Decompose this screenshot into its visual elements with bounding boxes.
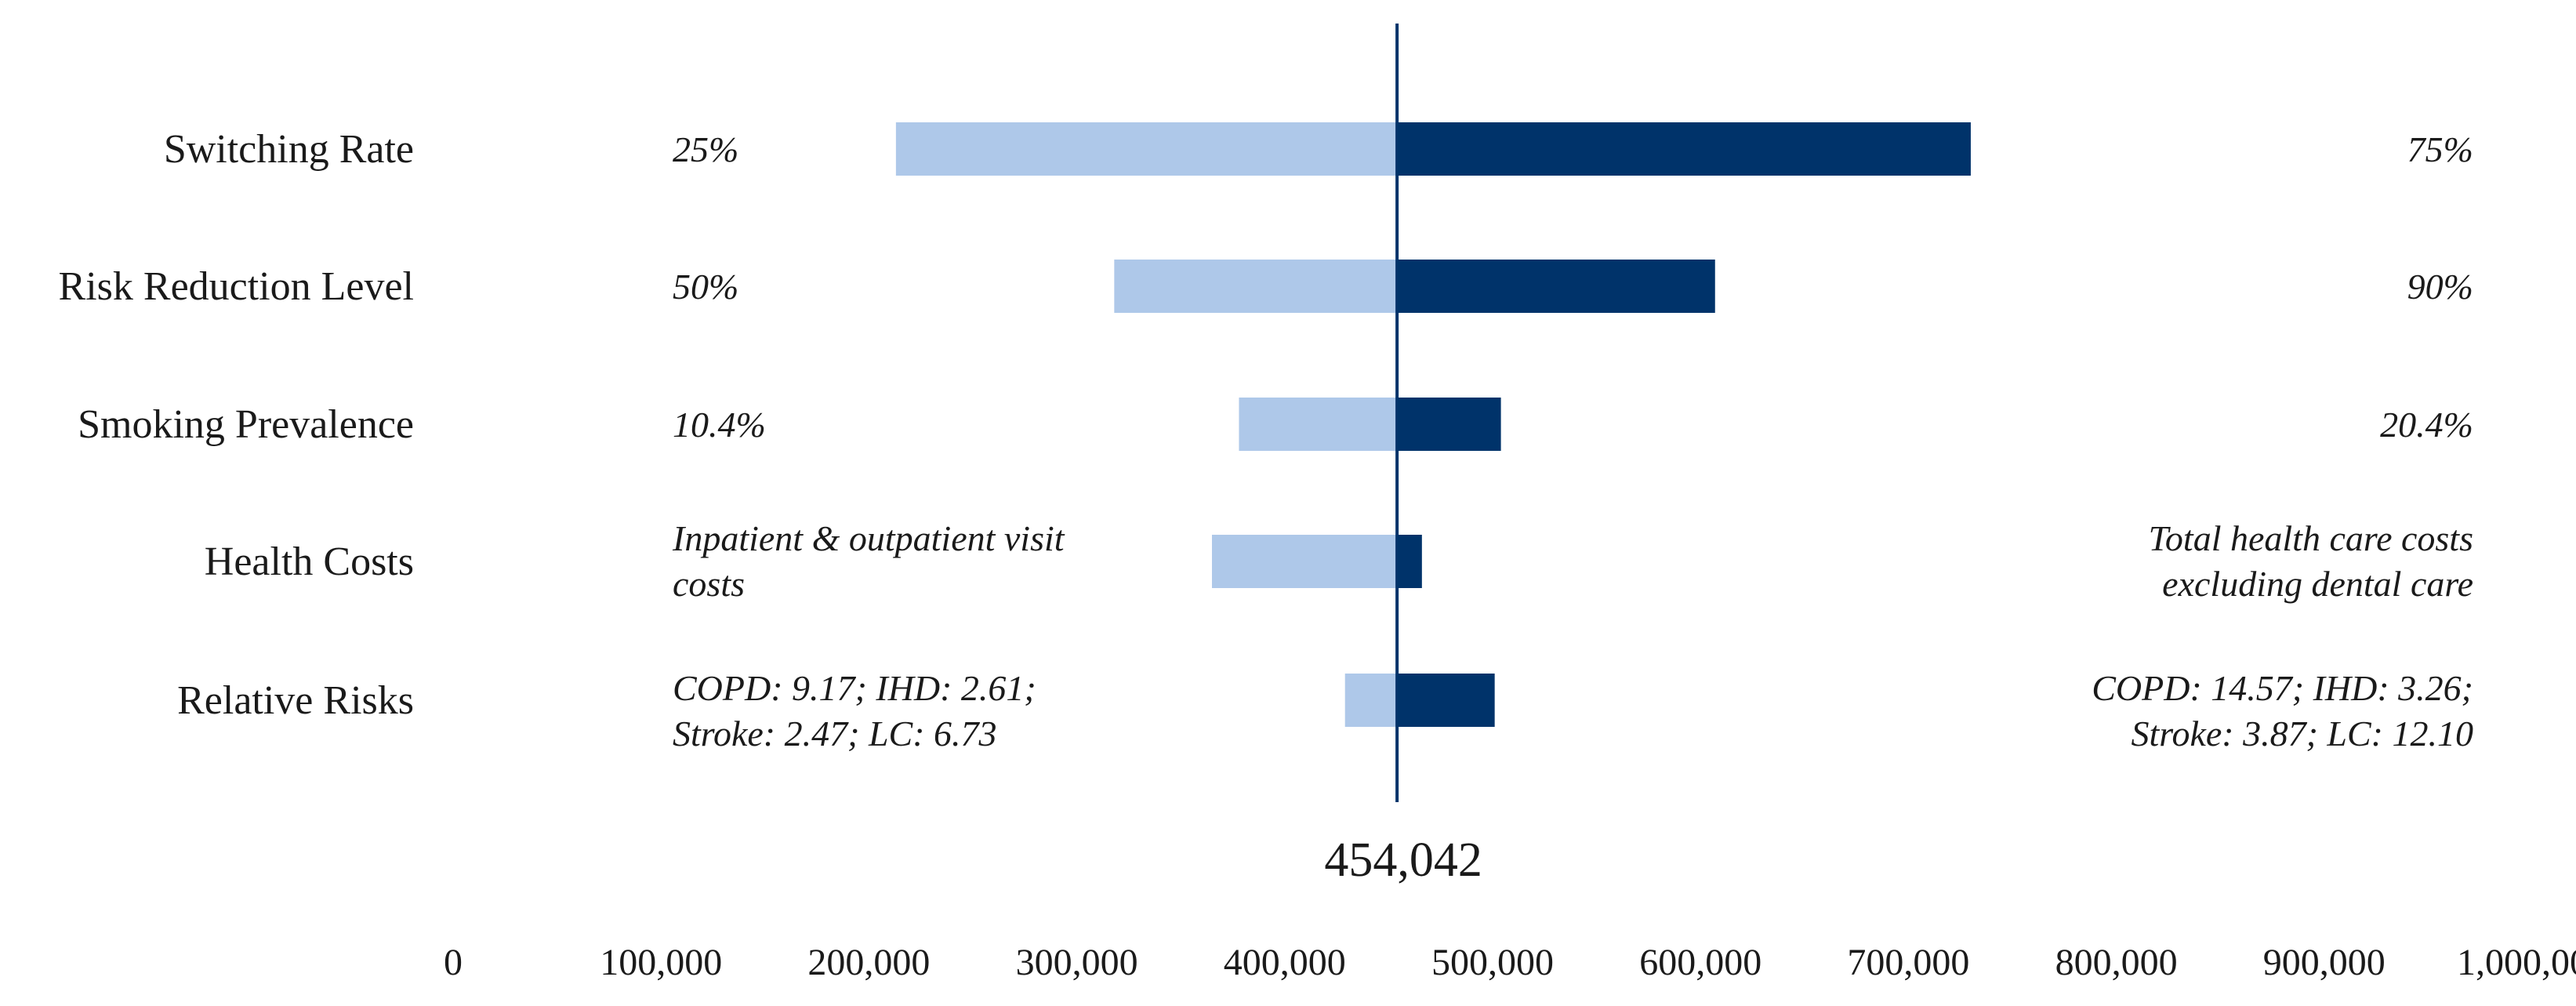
high-note-smoking-prevalence: 20.4% xyxy=(2380,405,2473,445)
x-tick-label: 700,000 xyxy=(1847,942,1969,983)
low-note-smoking-prevalence: 10.4% xyxy=(673,405,766,445)
high-bar-risk-reduction-level xyxy=(1397,260,1715,313)
high-note-relative-risks: Stroke: 3.87; LC: 12.10 xyxy=(2131,714,2473,754)
low-bar-health-costs xyxy=(1211,535,1398,588)
category-labels: Switching Rate Risk Reduction Level Smokin… xyxy=(59,127,414,723)
x-tick-label: 100,000 xyxy=(600,942,722,983)
low-note-relative-risks: COPD: 9.17; IHD: 2.61; xyxy=(673,668,1036,708)
category-label-risk-reduction-level: Risk Reduction Level xyxy=(59,264,414,309)
category-label-relative-risks: Relative Risks xyxy=(177,678,414,723)
x-tick-label: 0 xyxy=(444,942,463,983)
low-note-risk-reduction-level: 50% xyxy=(673,267,738,307)
x-tick-label: 500,000 xyxy=(1431,942,1554,983)
low-value-notes: 25% 50% 10.4% Inpatient & outpatient visit c… xyxy=(672,129,1065,754)
low-note-health-costs: costs xyxy=(673,564,745,604)
high-note-switching-rate: 75% xyxy=(2407,129,2473,169)
high-value-notes: 75% 90% 20.4% Total health care costs exclud… xyxy=(2092,129,2473,754)
x-tick-label: 600,000 xyxy=(1639,942,1761,983)
category-label-smoking-prevalence: Smoking Prevalence xyxy=(78,402,414,447)
base-value-label: 454,042 xyxy=(1324,833,1482,887)
category-label-health-costs: Health Costs xyxy=(205,539,414,584)
x-tick-label: 1,000,000 xyxy=(2457,942,2576,983)
high-note-relative-risks: COPD: 14.57; IHD: 3.26; xyxy=(2092,668,2473,708)
low-bar-switching-rate xyxy=(895,122,1398,176)
high-bar-relative-risks xyxy=(1397,674,1495,727)
x-tick-label: 400,000 xyxy=(1224,942,1346,983)
low-bar-relative-risks xyxy=(1344,674,1398,727)
x-tick-label: 800,000 xyxy=(2055,942,2178,983)
x-tick-label: 900,000 xyxy=(2263,942,2386,983)
x-tick-label: 200,000 xyxy=(807,942,930,983)
high-bar-smoking-prevalence xyxy=(1397,398,1501,451)
x-tick-label: 300,000 xyxy=(1016,942,1138,983)
high-note-risk-reduction-level: 90% xyxy=(2407,267,2473,307)
low-note-relative-risks: Stroke: 2.47; LC: 6.73 xyxy=(673,714,997,754)
high-note-health-costs: excluding dental care xyxy=(2162,564,2473,604)
category-label-switching-rate: Switching Rate xyxy=(164,127,414,172)
low-bar-smoking-prevalence xyxy=(1239,398,1398,451)
x-axis-tick-labels: 0 100,000 200,000 300,000 400,000 500,000 600,… xyxy=(444,942,2576,983)
low-note-health-costs: Inpatient & outpatient visit xyxy=(672,518,1065,558)
high-bar-health-costs xyxy=(1397,535,1422,588)
bars xyxy=(895,122,1971,727)
high-bar-switching-rate xyxy=(1397,122,1971,176)
high-note-health-costs: Total health care costs xyxy=(2149,518,2473,558)
low-note-switching-rate: 25% xyxy=(673,129,738,169)
low-bar-risk-reduction-level xyxy=(1114,260,1398,313)
